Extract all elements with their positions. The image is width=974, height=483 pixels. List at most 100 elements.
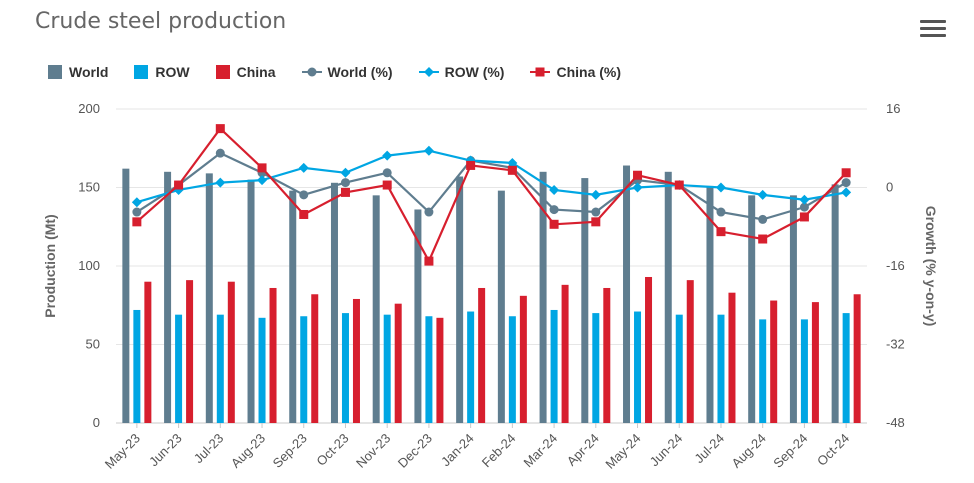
bar-world[interactable] (497, 190, 505, 423)
legend-item-row[interactable]: ROW (%) (418, 64, 504, 80)
bar-china[interactable] (186, 280, 194, 423)
bar-world[interactable] (581, 178, 589, 423)
bar-china[interactable] (269, 287, 277, 423)
point-world[interactable] (758, 214, 768, 224)
point-world[interactable] (716, 207, 726, 217)
bar-row[interactable] (425, 316, 433, 423)
point-china[interactable] (758, 234, 768, 244)
point-china[interactable] (132, 217, 142, 227)
legend-item-row[interactable]: ROW (134, 64, 190, 80)
point-row[interactable] (757, 189, 768, 200)
bar-china[interactable] (144, 281, 152, 423)
point-world[interactable] (424, 207, 434, 217)
point-china[interactable] (549, 219, 559, 229)
hamburger-menu-icon[interactable] (920, 20, 946, 40)
point-world[interactable] (591, 207, 601, 217)
bar-world[interactable] (164, 171, 172, 423)
point-world[interactable] (215, 148, 225, 158)
bar-china[interactable] (352, 298, 360, 423)
point-row[interactable] (382, 150, 393, 161)
bar-china[interactable] (519, 295, 527, 423)
bar-world[interactable] (623, 165, 631, 423)
bar-china[interactable] (436, 317, 444, 423)
bar-row[interactable] (759, 319, 767, 423)
bar-world[interactable] (247, 179, 255, 423)
bar-world[interactable] (289, 190, 297, 423)
bar-china[interactable] (561, 284, 569, 423)
bar-row[interactable] (592, 313, 600, 423)
bar-world[interactable] (789, 195, 797, 423)
point-china[interactable] (257, 163, 267, 173)
point-row[interactable] (841, 187, 852, 198)
point-row[interactable] (215, 177, 226, 188)
bar-china[interactable] (227, 281, 235, 423)
bar-row[interactable] (550, 309, 558, 423)
point-china[interactable] (633, 170, 643, 180)
legend-item-world[interactable]: World (%) (301, 64, 393, 80)
bar-china[interactable] (770, 300, 778, 423)
bar-china[interactable] (478, 287, 486, 423)
point-row[interactable] (340, 167, 351, 178)
bar-world[interactable] (205, 173, 213, 423)
legend-item-china[interactable]: China (%) (530, 64, 621, 80)
bar-world[interactable] (414, 209, 422, 423)
legend-item-world[interactable]: World (48, 64, 108, 80)
bar-world[interactable] (831, 184, 839, 423)
bar-row[interactable] (341, 313, 349, 423)
bar-row[interactable] (175, 314, 183, 423)
point-world[interactable] (132, 207, 142, 217)
bar-row[interactable] (383, 314, 391, 423)
bar-china[interactable] (394, 303, 402, 423)
bar-row[interactable] (634, 311, 642, 423)
bar-world[interactable] (664, 171, 672, 423)
point-china[interactable] (507, 165, 517, 175)
bar-world[interactable] (539, 171, 547, 423)
point-china[interactable] (799, 212, 809, 222)
bar-row[interactable] (300, 316, 308, 423)
point-row[interactable] (632, 182, 643, 193)
point-row[interactable] (799, 194, 810, 205)
bar-china[interactable] (853, 294, 861, 423)
bar-world[interactable] (748, 195, 756, 423)
bar-china[interactable] (311, 294, 319, 423)
point-china[interactable] (466, 160, 476, 170)
point-china[interactable] (674, 180, 684, 190)
bar-world[interactable] (330, 182, 338, 423)
point-china[interactable] (591, 217, 601, 227)
bar-world[interactable] (122, 168, 130, 423)
bar-row[interactable] (133, 309, 141, 423)
bar-world[interactable] (372, 195, 380, 423)
point-row[interactable] (590, 189, 601, 200)
bar-world[interactable] (456, 176, 464, 423)
point-row[interactable] (298, 162, 309, 173)
point-china[interactable] (716, 227, 726, 237)
bar-row[interactable] (800, 319, 808, 423)
bar-row[interactable] (717, 314, 725, 423)
bar-china[interactable] (603, 287, 611, 423)
point-row[interactable] (715, 182, 726, 193)
point-china[interactable] (841, 168, 851, 178)
point-china[interactable] (340, 187, 350, 197)
point-row[interactable] (507, 157, 518, 168)
bar-row[interactable] (675, 314, 683, 423)
point-china[interactable] (174, 180, 184, 190)
point-row[interactable] (131, 197, 142, 208)
bar-row[interactable] (467, 311, 475, 423)
point-world[interactable] (841, 178, 851, 188)
point-world[interactable] (340, 178, 350, 188)
bar-row[interactable] (216, 314, 224, 423)
point-world[interactable] (299, 190, 309, 200)
bar-china[interactable] (811, 302, 819, 423)
point-row[interactable] (549, 184, 560, 195)
bar-china[interactable] (645, 276, 653, 423)
point-china[interactable] (299, 209, 309, 219)
point-china[interactable] (215, 124, 225, 134)
legend-item-china[interactable]: China (215, 64, 276, 80)
bar-row[interactable] (842, 313, 850, 423)
bar-row[interactable] (508, 316, 516, 423)
bar-world[interactable] (706, 185, 714, 423)
point-world[interactable] (799, 202, 809, 212)
point-china[interactable] (382, 180, 392, 190)
point-row[interactable] (257, 175, 268, 186)
bar-china[interactable] (686, 280, 694, 423)
